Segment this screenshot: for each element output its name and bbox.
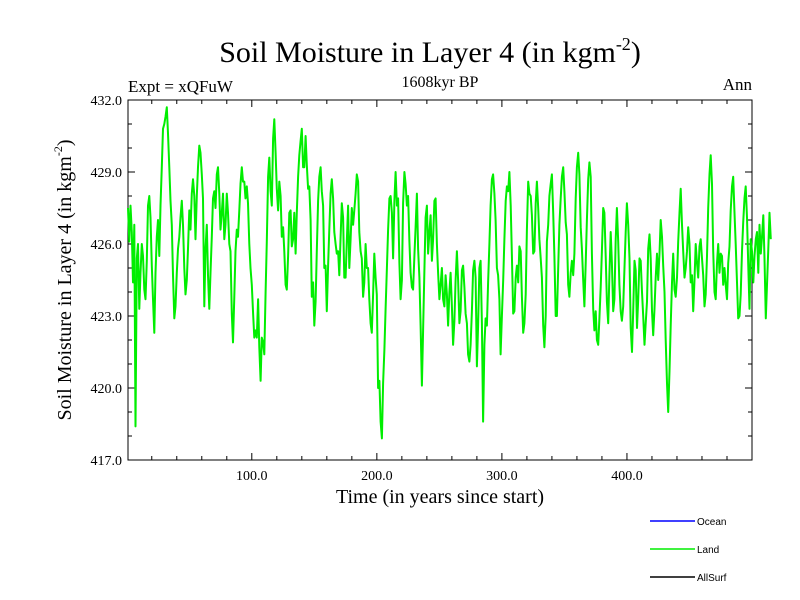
legend: Ocean Land AllSurf <box>650 517 727 584</box>
y-tick-label: 426.0 <box>91 238 123 253</box>
legend-label: Land <box>697 545 719 556</box>
y-tick-label: 423.0 <box>91 310 123 325</box>
legend-label: Ocean <box>697 517 726 528</box>
y-axis-label: Soil Moisture in Layer 4 (in kgm-2) <box>51 139 76 420</box>
plot-frame <box>127 99 753 461</box>
x-axis-label: Time (in years since start) <box>336 486 544 508</box>
x-tick-label: 200.0 <box>361 469 393 484</box>
y-tick-label: 432.0 <box>91 94 123 109</box>
x-axis-tick-labels: 100.0 200.0 300.0 400.0 <box>236 469 643 484</box>
chart-subtitle: 1608kyr BP <box>402 74 479 91</box>
x-tick-label: 400.0 <box>611 469 643 484</box>
series-line-land <box>127 106 772 440</box>
legend-label: AllSurf <box>697 573 727 584</box>
y-tick-label: 420.0 <box>91 382 123 397</box>
x-tick-label: 100.0 <box>236 469 268 484</box>
season-label: Ann <box>723 75 753 94</box>
x-axis-ticks <box>151 100 728 460</box>
y-axis-tick-labels: 417.0 420.0 423.0 426.0 429.0 432.0 <box>91 94 123 469</box>
experiment-label: Expt = xQFuW <box>128 77 234 96</box>
chart-title: Soil Moisture in Layer 4 (in kgm-2) <box>219 34 641 69</box>
x-tick-label: 300.0 <box>486 469 518 484</box>
y-tick-label: 429.0 <box>91 166 123 181</box>
y-tick-label: 417.0 <box>91 454 123 469</box>
